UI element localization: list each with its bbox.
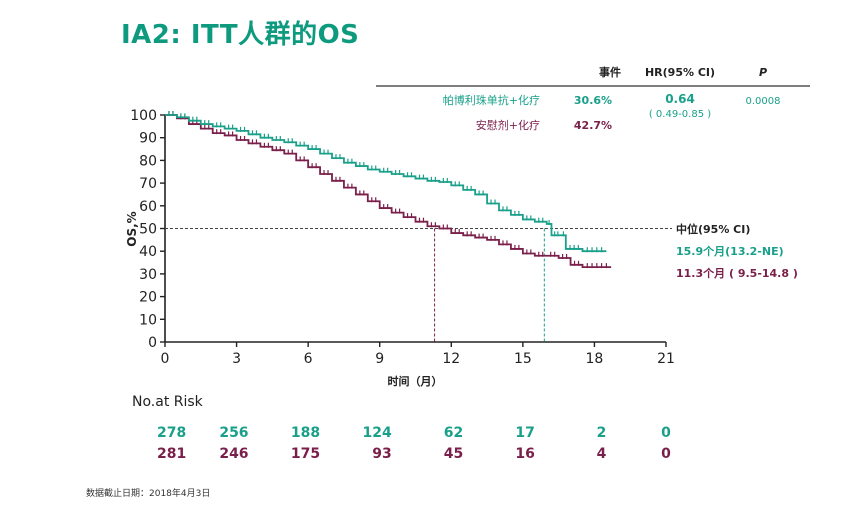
x-tick-label: 0 <box>161 351 170 367</box>
treatment-hr: 0.64 <box>665 92 695 106</box>
risk-count: 246 <box>219 446 248 462</box>
y-tick-label: 30 <box>139 267 157 283</box>
risk-count: 16 <box>515 446 534 462</box>
x-tick-label: 9 <box>375 351 384 367</box>
risk-count: 256 <box>219 425 248 441</box>
x-axis-label: 时间（月） <box>388 374 443 388</box>
y-tick-label: 40 <box>139 244 157 260</box>
risk-count: 188 <box>291 425 320 441</box>
control-events: 42.7% <box>574 119 612 132</box>
risk-count: 93 <box>372 446 391 462</box>
treatment-median-label: 15.9个月(13.2-NE) <box>676 244 784 258</box>
hr-header: HR(95% CI) <box>645 66 715 79</box>
x-tick-label: 21 <box>657 351 675 367</box>
control-median-label: 11.3个月 ( 9.5-14.8 ) <box>676 266 798 280</box>
y-tick-label: 50 <box>139 222 157 238</box>
control-censor-marks <box>168 111 607 269</box>
y-tick-label: 20 <box>139 290 157 306</box>
risk-count: 0 <box>661 446 671 462</box>
summary-table: 事件 HR(95% CI) P 帕博利珠单抗+化疗 30.6% 0.64 ( 0… <box>376 65 810 132</box>
risk-count: 4 <box>597 446 607 462</box>
treatment-km-curve <box>165 114 607 253</box>
risk-count: 17 <box>515 425 534 441</box>
risk-row-treatment: 278 256 188 124 62 17 2 0 <box>157 425 671 441</box>
slide-title: IA2: ITT人群的OS <box>121 20 360 50</box>
risk-count: 0 <box>661 425 671 441</box>
x-axis-ticks: 0 3 6 9 12 15 18 21 <box>161 342 675 367</box>
risk-count: 45 <box>444 446 463 462</box>
y-tick-label: 0 <box>148 335 157 351</box>
risk-table-label: No.at Risk <box>132 394 203 410</box>
control-group-label: 安慰剂+化疗 <box>476 118 540 132</box>
treatment-events: 30.6% <box>574 94 612 107</box>
p-header: P <box>759 66 767 79</box>
risk-count: 281 <box>157 446 186 462</box>
y-tick-label: 70 <box>139 176 157 192</box>
x-tick-label: 18 <box>586 351 604 367</box>
risk-count: 175 <box>291 446 320 462</box>
treatment-censor-marks <box>168 111 603 253</box>
x-tick-label: 3 <box>232 351 241 367</box>
median-header: 中位(95% CI) <box>676 222 750 236</box>
risk-count: 2 <box>597 425 607 441</box>
risk-count: 62 <box>444 425 463 441</box>
y-tick-label: 60 <box>139 199 157 215</box>
x-tick-label: 6 <box>304 351 313 367</box>
risk-row-control: 281 246 175 93 45 16 4 0 <box>157 446 671 462</box>
x-tick-label: 15 <box>514 351 532 367</box>
y-tick-label: 10 <box>139 312 157 328</box>
data-cutoff-footnote: 数据截止日期：2018年4月3日 <box>86 489 211 499</box>
risk-count: 124 <box>362 425 391 441</box>
risk-count: 278 <box>157 425 186 441</box>
y-tick-label: 100 <box>130 108 157 124</box>
x-tick-label: 12 <box>442 351 460 367</box>
y-axis-ticks: 0 10 20 30 40 50 60 70 80 90 100 <box>130 108 165 351</box>
y-tick-label: 80 <box>139 153 157 169</box>
y-axis-label: OS,% <box>125 211 139 246</box>
p-value: 0.0008 <box>746 96 781 107</box>
events-header: 事件 <box>599 65 621 79</box>
axes: 0 10 20 30 40 50 60 70 80 90 100 0 3 6 9 12 15 18 21 OS,%… <box>125 108 675 388</box>
treatment-hr-ci: ( 0.49-0.85 ) <box>649 109 711 120</box>
y-tick-label: 90 <box>139 131 157 147</box>
treatment-group-label: 帕博利珠单抗+化疗 <box>443 93 540 107</box>
